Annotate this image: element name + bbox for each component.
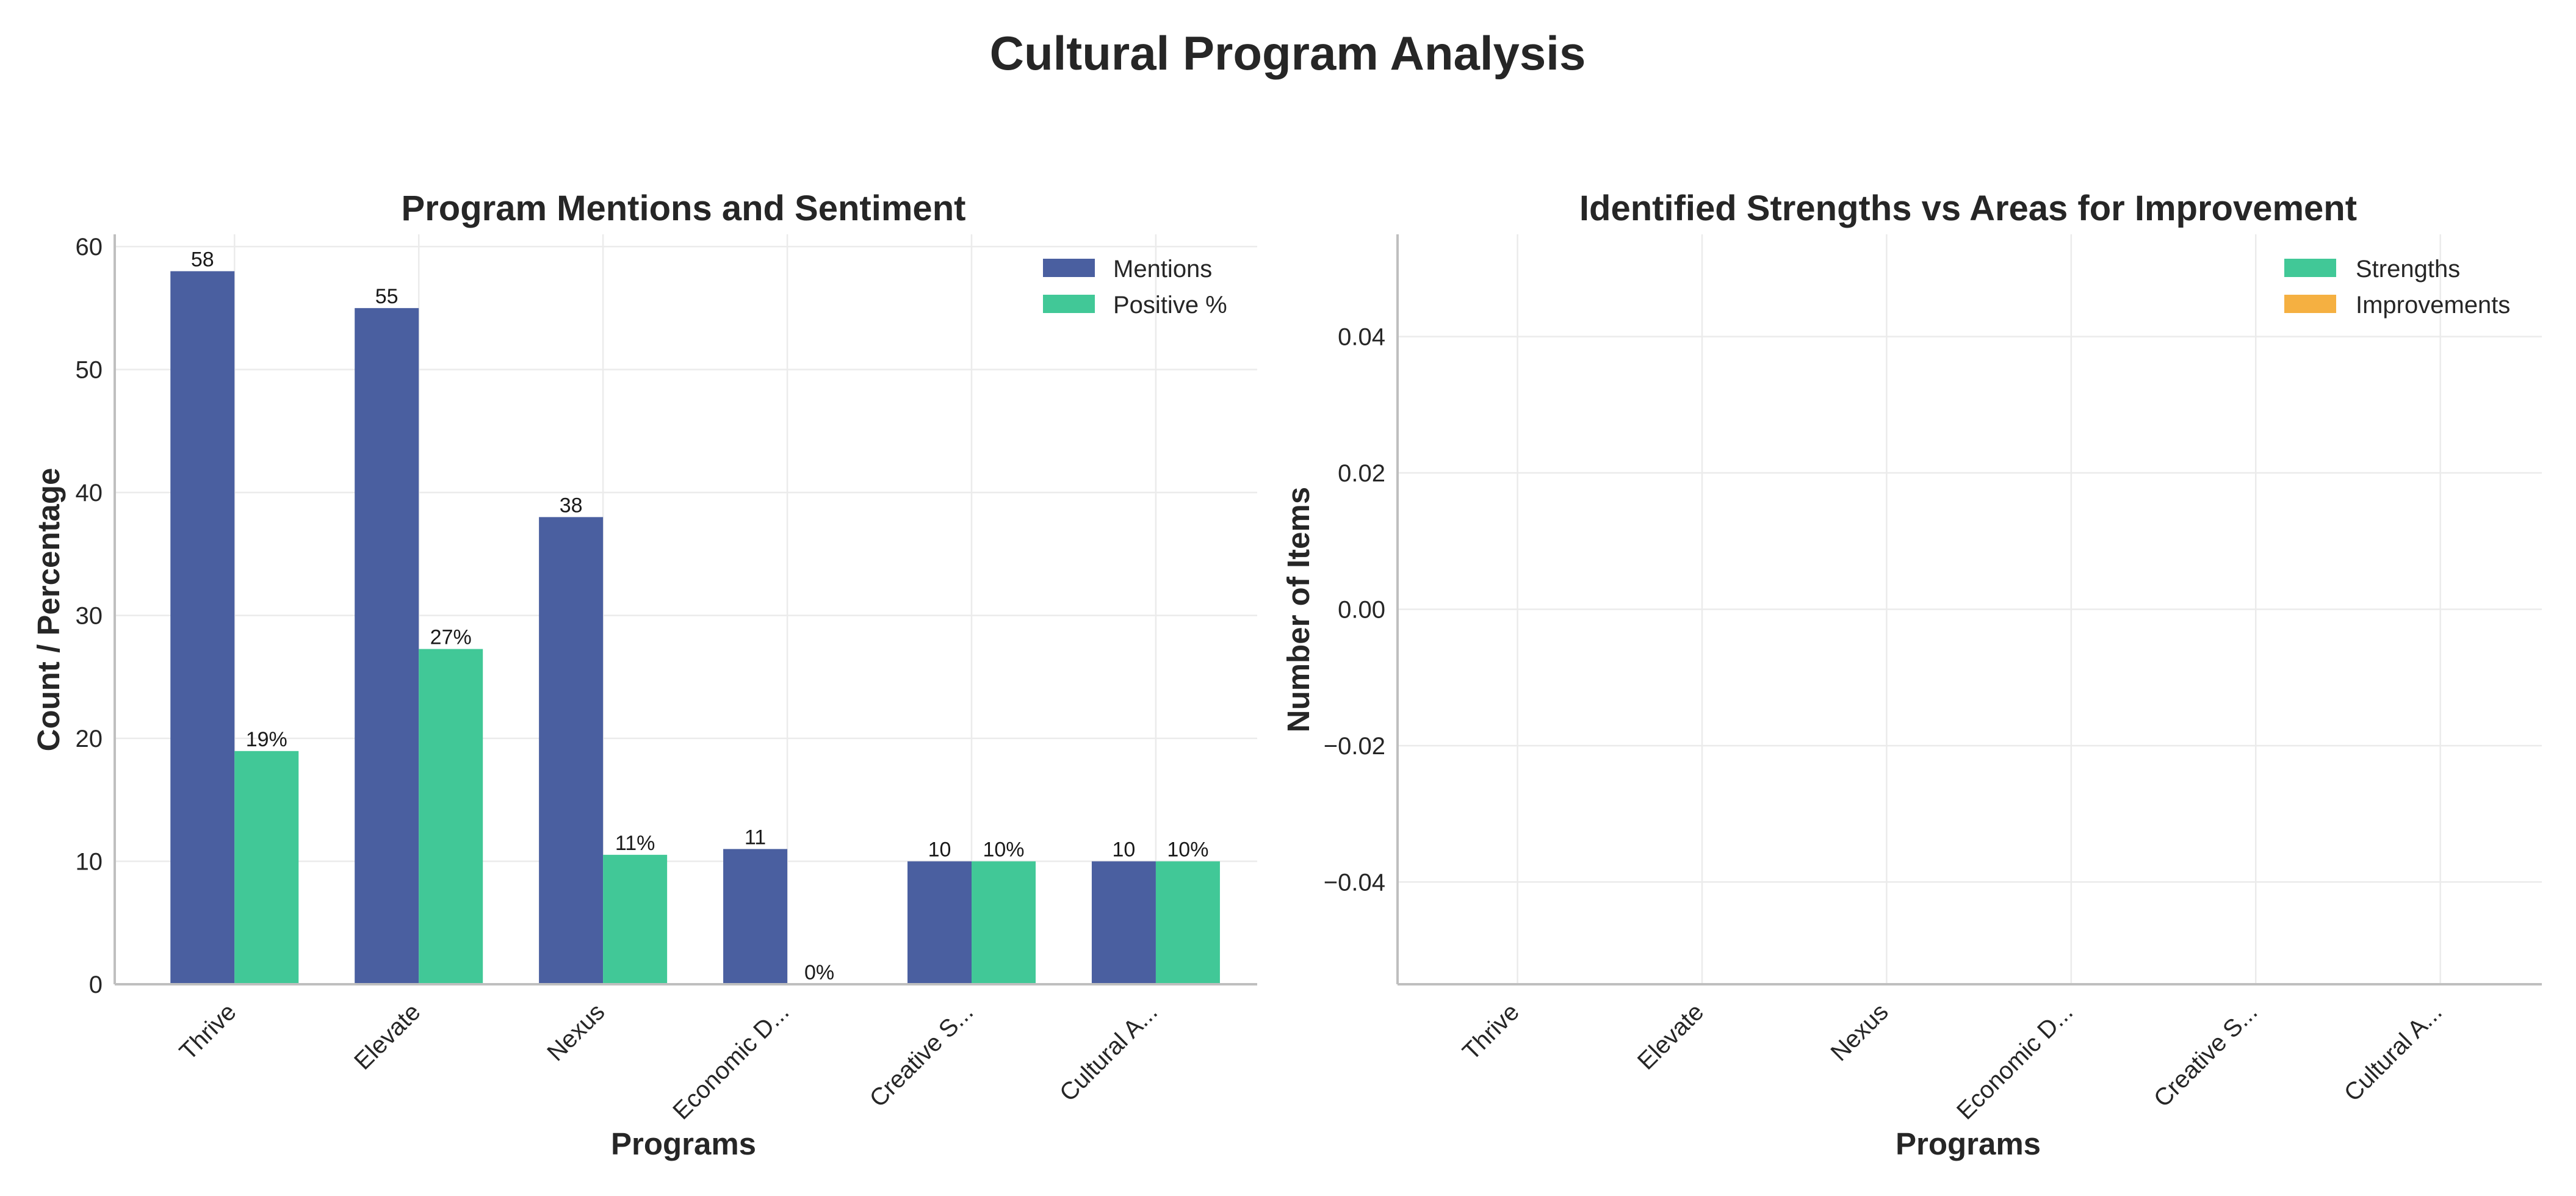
bar-mentions: [1091, 861, 1156, 984]
y-tick-label: 30: [76, 603, 103, 630]
legend-label-improvements: Improvements: [2356, 292, 2510, 319]
mentions-sentiment-chart: 58 55 38 11 10 10 19% 27% 11% 0% 10% 10% 0 10 20 30 40 5…: [31, 189, 1257, 1161]
bar-mentions: [539, 517, 604, 984]
right-grid: [1398, 234, 2542, 984]
x-tick-label: Elevate: [349, 998, 425, 1075]
bar-positive: [972, 861, 1036, 984]
x-tick-label: Economic D...: [668, 998, 794, 1125]
bar-mentions: [170, 271, 235, 984]
data-label: 10%: [983, 838, 1024, 862]
data-label: 10%: [1167, 838, 1208, 862]
left-x-axis-label: Programs: [611, 1126, 756, 1161]
bar-positive: [603, 854, 668, 984]
y-tick-label: 0: [89, 971, 103, 998]
y-tick-label: −0.02: [1324, 733, 1385, 760]
legend-label-positive: Positive %: [1113, 292, 1227, 319]
data-label: 10: [928, 838, 951, 862]
legend-label-strengths: Strengths: [2356, 256, 2460, 283]
right-legend: Strengths Improvements: [2284, 256, 2510, 319]
x-tick-label: Thrive: [1457, 998, 1524, 1065]
x-tick-label: Elevate: [1633, 998, 1709, 1075]
y-tick-label: 10: [76, 849, 103, 876]
legend-swatch-strengths: [2284, 259, 2336, 277]
y-tick-label: 0.00: [1338, 597, 1385, 624]
right-chart-title: Identified Strengths vs Areas for Improv…: [1579, 189, 2357, 228]
bar-positive: [234, 751, 299, 984]
left-grid: [115, 234, 1257, 985]
y-tick-label: −0.04: [1324, 869, 1385, 896]
legend-swatch-mentions: [1043, 259, 1095, 277]
y-tick-label: 0.04: [1338, 324, 1385, 351]
bar-positive: [1155, 861, 1220, 984]
y-tick-label: 50: [76, 357, 103, 384]
x-tick-label: Creative S...: [865, 998, 979, 1112]
data-label: 58: [191, 248, 214, 271]
left-legend: Mentions Positive %: [1043, 256, 1227, 319]
right-x-ticks: Thrive Elevate Nexus Economic D... Creative …: [1457, 998, 2447, 1125]
legend-swatch-improvements: [2284, 295, 2336, 313]
x-tick-label: Nexus: [1825, 998, 1893, 1066]
bar-positive: [419, 649, 483, 984]
data-label: 38: [560, 494, 583, 517]
x-tick-label: Cultural A...: [1055, 998, 1163, 1106]
left-x-ticks: Thrive Elevate Nexus Economic D... Creative …: [175, 998, 1163, 1125]
right-y-ticks: 0.04 0.02 0.00 −0.02 −0.04: [1324, 324, 1385, 896]
bar-mentions: [355, 308, 419, 984]
legend-swatch-positive: [1043, 295, 1095, 313]
y-tick-label: 20: [76, 726, 103, 752]
x-tick-label: Creative S...: [2149, 998, 2263, 1112]
left-chart-title: Program Mentions and Sentiment: [402, 189, 966, 228]
y-tick-label: 60: [76, 234, 103, 261]
y-tick-label: 0.02: [1338, 460, 1385, 487]
left-bars: [170, 271, 1220, 984]
x-tick-label: Cultural A...: [2339, 998, 2447, 1106]
left-y-axis-label: Count / Percentage: [31, 468, 66, 752]
data-label: 27%: [430, 626, 472, 649]
data-label: 55: [375, 285, 399, 308]
data-label: 19%: [246, 728, 287, 751]
x-tick-label: Nexus: [542, 998, 610, 1066]
right-x-axis-label: Programs: [1896, 1126, 2041, 1161]
y-tick-label: 40: [76, 480, 103, 506]
data-label: 0%: [804, 961, 834, 984]
x-tick-label: Thrive: [175, 998, 242, 1065]
left-data-labels: 58 55 38 11 10 10 19% 27% 11% 0% 10% 10%: [191, 248, 1209, 984]
left-y-ticks: 0 10 20 30 40 50 60: [76, 234, 103, 998]
x-tick-label: Economic D...: [1952, 998, 2078, 1125]
figure-title: Cultural Program Analysis: [990, 26, 1586, 80]
bar-mentions: [907, 861, 972, 984]
legend-label-mentions: Mentions: [1113, 256, 1212, 283]
strengths-improvements-chart: 0.04 0.02 0.00 −0.02 −0.04 Thrive Elevate Nexu…: [1281, 189, 2542, 1161]
data-label: 11%: [615, 832, 655, 855]
bar-mentions: [723, 849, 788, 984]
data-label: 11: [745, 826, 766, 849]
right-y-axis-label: Number of Items: [1281, 487, 1316, 732]
data-label: 10: [1113, 838, 1136, 862]
